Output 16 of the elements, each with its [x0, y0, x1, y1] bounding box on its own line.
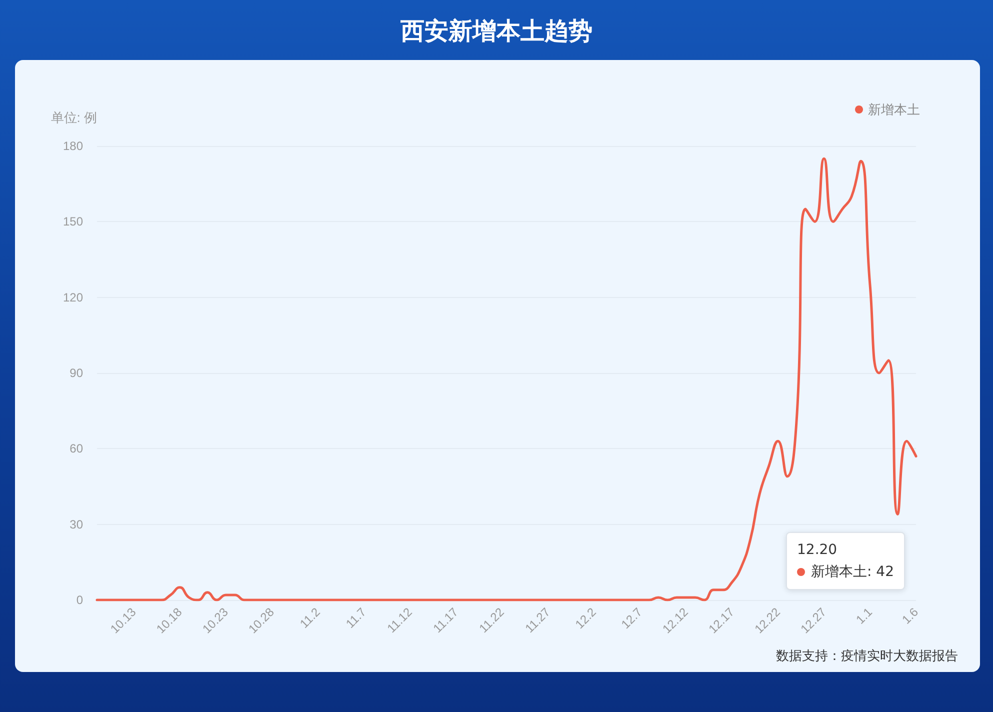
y-tick-label: 60	[70, 442, 84, 456]
y-tick-label: 150	[62, 214, 84, 229]
y-tick-label: 0	[76, 593, 84, 607]
line-series	[96, 157, 918, 602]
y-tick-label: 90	[70, 366, 84, 380]
x-tick-label: 11.2	[297, 604, 324, 631]
y-tick-label: 30	[70, 517, 84, 532]
annotation: 12.20 新增本土: 42	[797, 542, 894, 580]
legend-label: 新增本土	[868, 102, 920, 117]
chart-title: 西安新增本土趋势	[400, 17, 592, 45]
text: 数据支持：疫情实时大数据报告	[776, 649, 958, 664]
x-tick-label: 1.6	[899, 604, 922, 627]
x-tick-label: 1.1	[853, 604, 876, 627]
y-tick-label: 120	[62, 290, 84, 304]
y-tick-label: 180	[62, 139, 84, 153]
y-axis-title: 单位: 例	[50, 110, 97, 125]
